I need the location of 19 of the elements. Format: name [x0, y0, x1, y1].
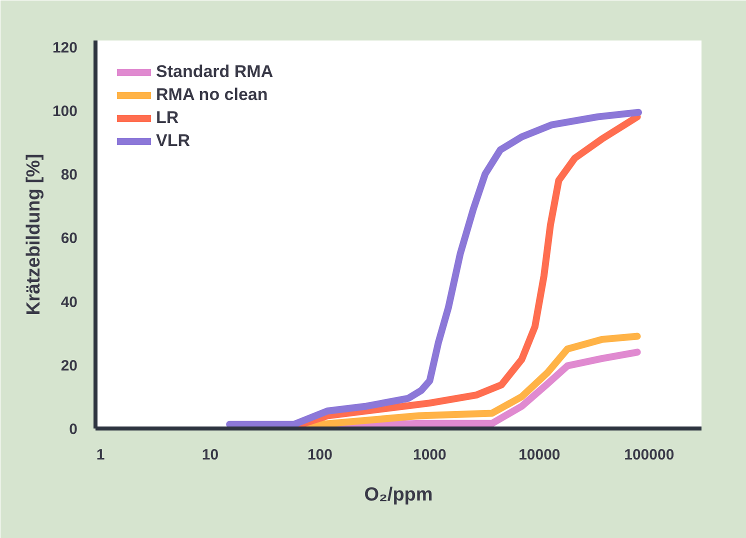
y-tick-label: 20 [60, 357, 78, 374]
legend-label: LR [156, 108, 179, 128]
y-tick-label: 80 [60, 166, 78, 184]
y-tick-label: 100 [52, 102, 78, 120]
x-axis-title: O₂/ppm [364, 484, 433, 506]
y-tick-label: 40 [60, 294, 78, 311]
x-tick-label: 1 [96, 446, 105, 464]
x-tick-label: 10000 [518, 446, 560, 464]
x-tick-label: 1000 [413, 446, 446, 464]
y-tick-label: 0 [69, 421, 78, 438]
y-axis-title: Krätzebildung [%] [23, 154, 44, 316]
legend-label: Standard RMA [156, 62, 274, 82]
y-tick-label: 120 [52, 39, 78, 56]
x-tick-label: 100 [307, 446, 332, 464]
x-tick-label: 10 [202, 446, 219, 464]
legend-label: RMA no clean [156, 85, 268, 105]
y-tick-label: 60 [60, 230, 78, 248]
legend-label: VLR [156, 131, 190, 151]
x-tick-label: 100000 [624, 446, 674, 464]
